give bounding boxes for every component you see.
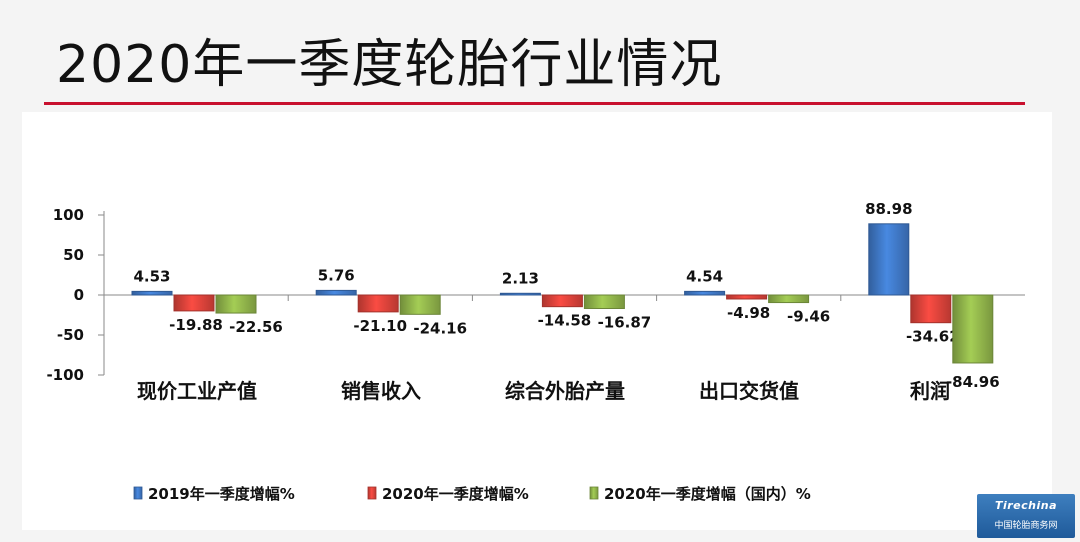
legend-swatch bbox=[589, 486, 599, 500]
legend-swatch bbox=[367, 486, 377, 500]
bar-3-2 bbox=[399, 294, 441, 315]
bar-3-3 bbox=[583, 294, 625, 309]
category-label: 综合外胎产量 bbox=[505, 379, 625, 403]
y-tick-label: 50 bbox=[63, 246, 84, 264]
bar-3-4 bbox=[768, 294, 810, 304]
category-label: 利润 bbox=[910, 379, 950, 403]
logo-brand: Tirechina bbox=[994, 499, 1058, 512]
bar-1-1 bbox=[131, 290, 173, 296]
data-label: -21.10 bbox=[353, 317, 407, 335]
bar-3-5 bbox=[952, 294, 994, 364]
data-label: -84.96 bbox=[946, 373, 1000, 391]
data-label: -24.16 bbox=[413, 319, 467, 337]
bar-2-5 bbox=[910, 294, 952, 324]
bar-1-4 bbox=[684, 290, 726, 296]
chart-panel bbox=[22, 112, 1052, 530]
bar-2-2 bbox=[357, 294, 399, 313]
data-label: -19.88 bbox=[169, 316, 223, 334]
data-label: 88.98 bbox=[865, 200, 912, 218]
data-label: -14.58 bbox=[538, 312, 592, 330]
bar-3-1 bbox=[215, 294, 257, 314]
data-label: -9.46 bbox=[787, 308, 830, 326]
legend-label: 2020年一季度增幅% bbox=[382, 485, 529, 503]
y-tick-label: -50 bbox=[57, 326, 84, 344]
data-label: 4.54 bbox=[686, 267, 723, 285]
legend-label: 2019年一季度增幅% bbox=[148, 485, 295, 503]
legend-swatch bbox=[133, 486, 143, 500]
y-tick-label: 100 bbox=[53, 206, 84, 224]
data-label: 5.76 bbox=[318, 266, 355, 284]
bar-2-4 bbox=[726, 294, 768, 300]
bar-1-2 bbox=[315, 289, 357, 296]
bar-1-3 bbox=[499, 292, 541, 296]
data-label: 4.53 bbox=[133, 267, 170, 285]
category-label: 出口交货值 bbox=[699, 379, 799, 403]
data-label: -22.56 bbox=[229, 318, 283, 336]
data-label: -16.87 bbox=[598, 313, 652, 331]
data-label: -4.98 bbox=[727, 304, 770, 322]
bar-2-1 bbox=[173, 294, 215, 312]
title-divider bbox=[44, 102, 1025, 105]
y-tick-label: -100 bbox=[46, 366, 84, 384]
legend-label: 2020年一季度增幅（国内）% bbox=[604, 485, 811, 503]
category-label: 现价工业产值 bbox=[137, 379, 257, 403]
data-label: -34.62 bbox=[906, 328, 960, 346]
logo-text: 中国轮胎商务网 bbox=[994, 521, 1058, 531]
page-title: 2020年一季度轮胎行业情况 bbox=[56, 35, 723, 95]
tirechina-logo: Tirechina 中国轮胎商务网 bbox=[977, 494, 1075, 538]
y-tick-label: 0 bbox=[74, 286, 84, 304]
data-label: 2.13 bbox=[502, 269, 539, 287]
bar-1-5 bbox=[868, 223, 910, 296]
category-label: 销售收入 bbox=[341, 379, 421, 403]
bar-2-3 bbox=[541, 294, 583, 308]
